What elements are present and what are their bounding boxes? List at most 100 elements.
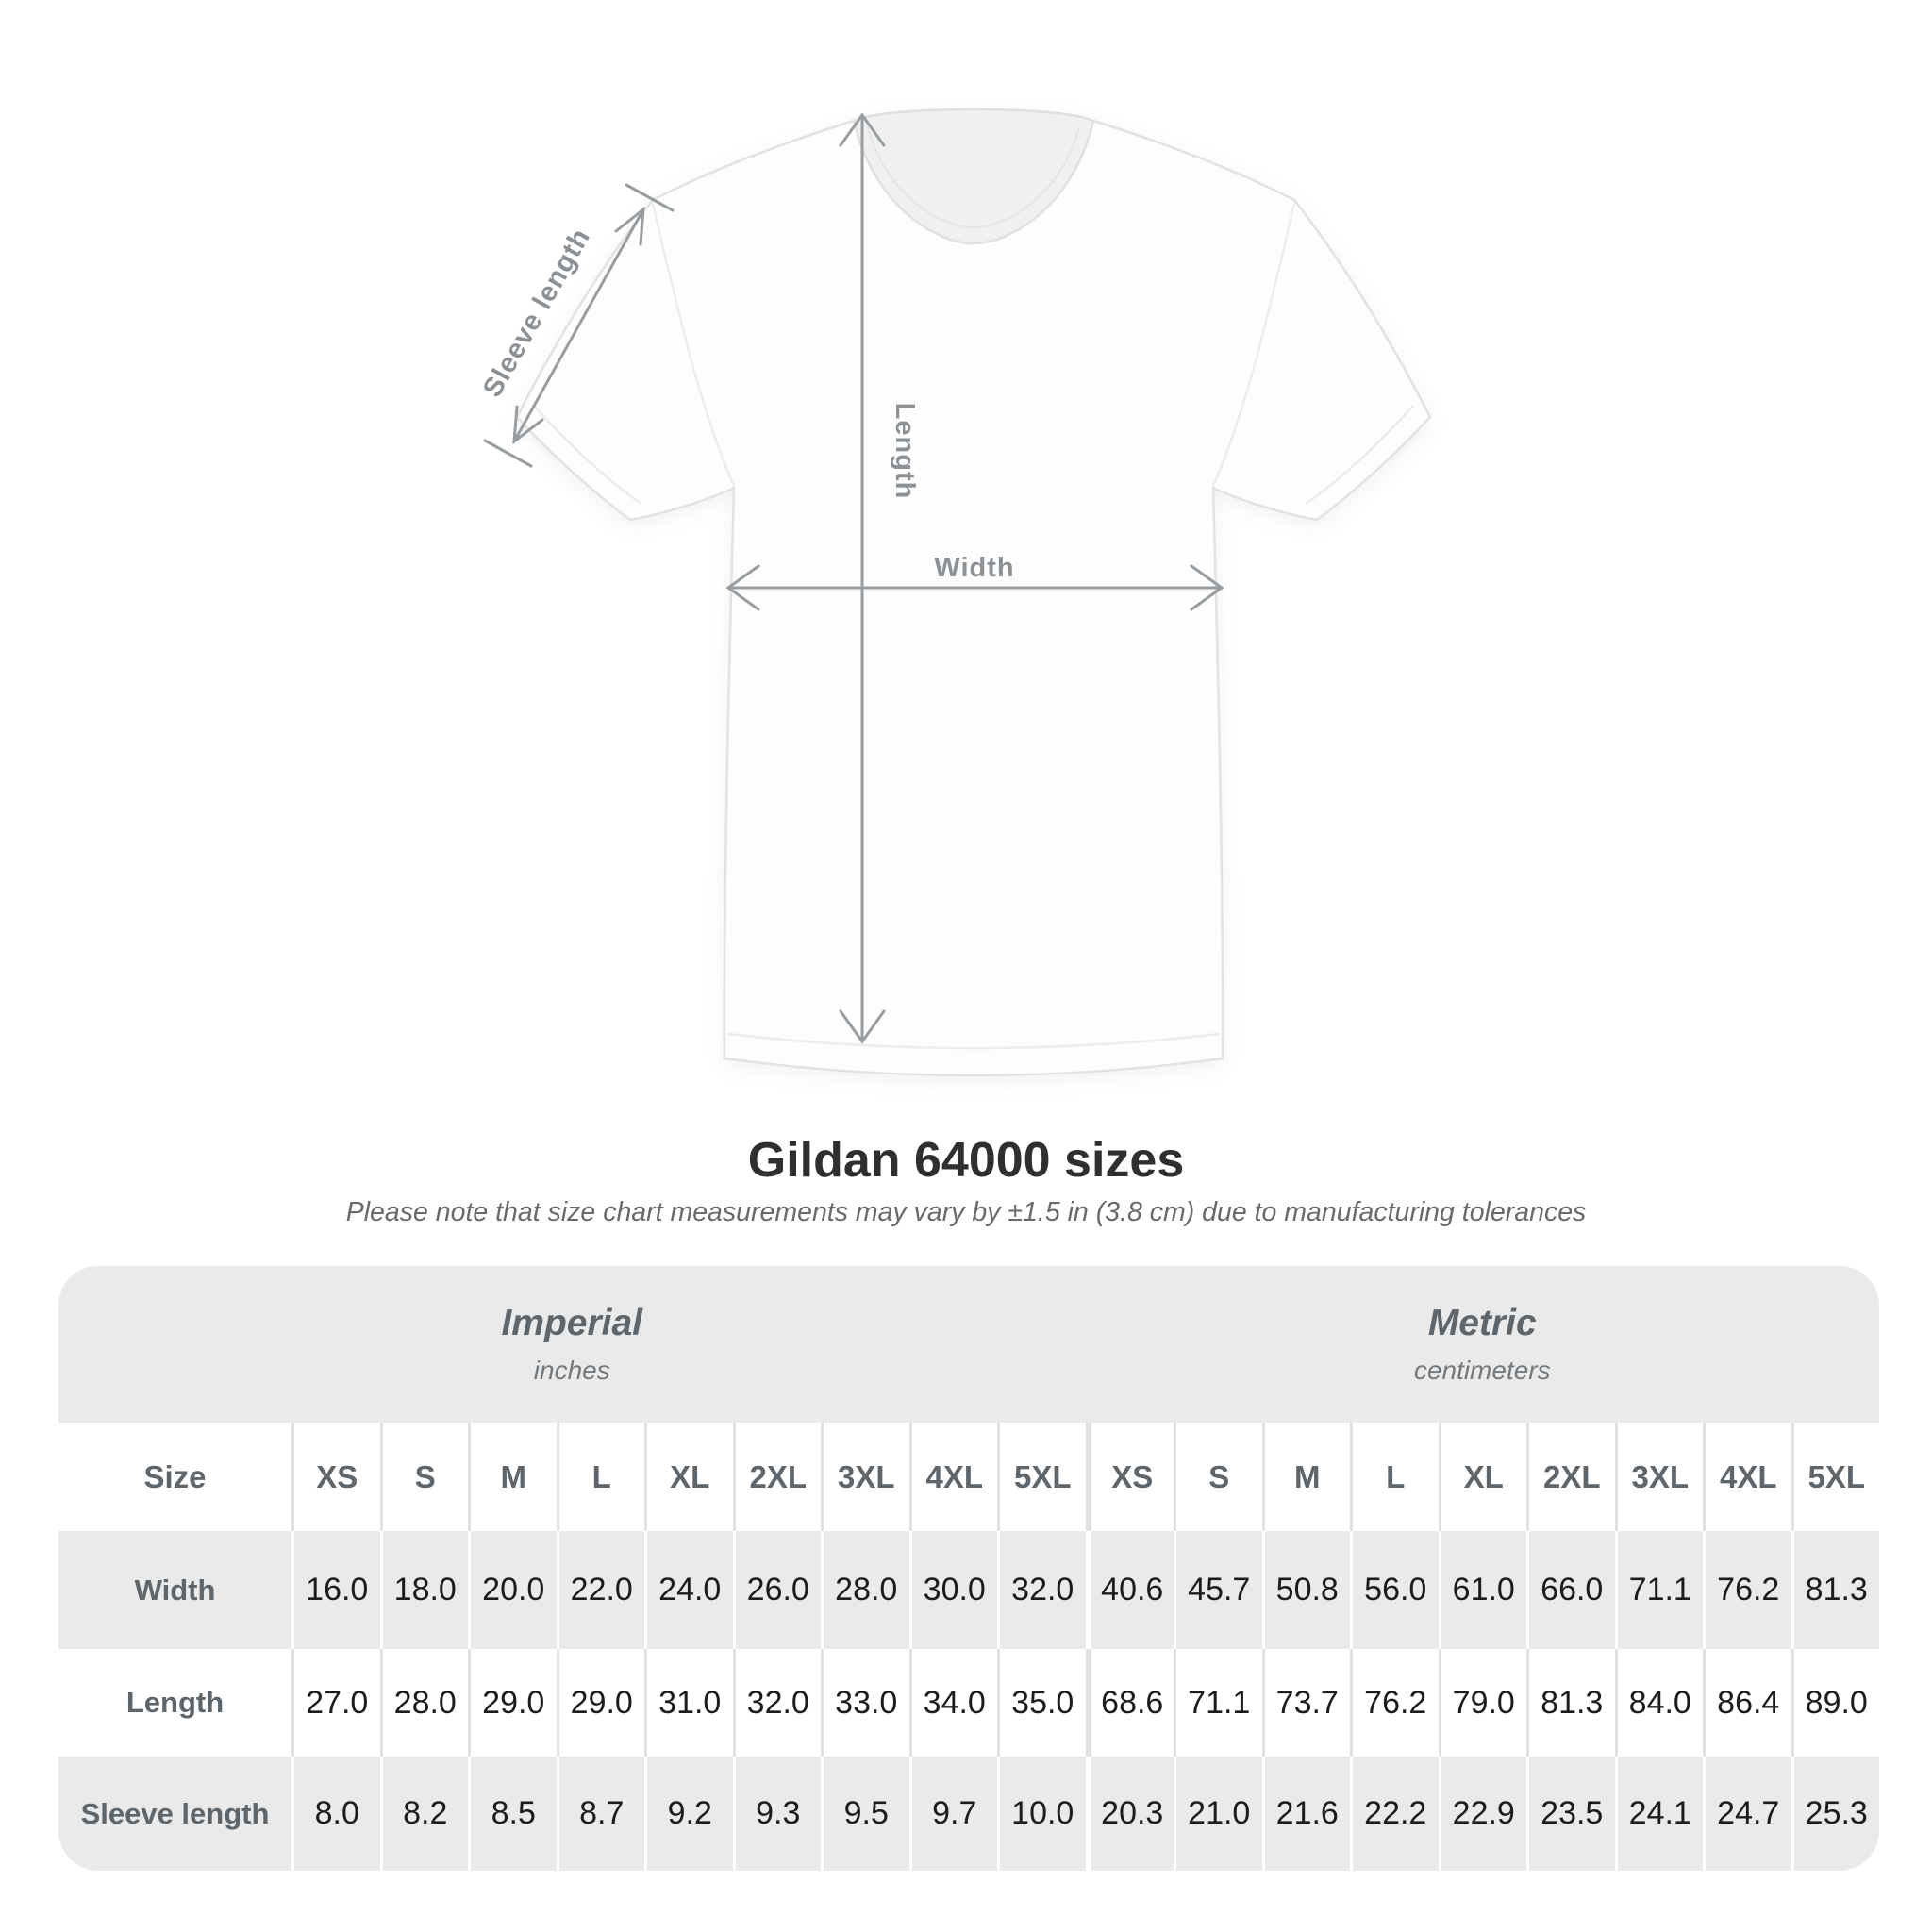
shirt-graphic <box>515 108 1432 1077</box>
metric-label: Metric <box>1427 1303 1537 1343</box>
heading-block: Gildan 64000 sizes Please note that size… <box>0 1134 1932 1228</box>
value-cell: 32.0 <box>732 1649 822 1757</box>
size-header-label: Size <box>143 1458 207 1494</box>
value-cell: 9.7 <box>908 1757 998 1871</box>
value-cell: 31.0 <box>644 1649 733 1757</box>
value-cell: 45.7 <box>1174 1531 1262 1649</box>
size-column-header: 2XL <box>732 1423 822 1531</box>
size-column-header: 5XL <box>997 1423 1086 1531</box>
size-column-header: S <box>1174 1423 1262 1531</box>
unit-group-metric: Metric centimeters <box>1086 1266 1880 1423</box>
value-cell: 40.6 <box>1085 1531 1174 1649</box>
shirt-diagram: Sleeve length Length Width <box>477 108 1432 1077</box>
value-cell: 20.3 <box>1085 1757 1174 1871</box>
value-cell: 56.0 <box>1350 1531 1439 1649</box>
value-cell: 8.7 <box>556 1757 645 1871</box>
value-cell: 23.5 <box>1526 1757 1615 1871</box>
value-cell: 28.0 <box>379 1649 469 1757</box>
dimension-annotations <box>483 112 1224 1044</box>
value-cell: 21.6 <box>1261 1757 1351 1871</box>
value-cell: 8.2 <box>379 1757 469 1871</box>
page-title: Gildan 64000 sizes <box>747 1133 1185 1188</box>
value-cell: 9.2 <box>644 1757 733 1871</box>
value-cell: 86.4 <box>1703 1649 1791 1757</box>
shirt-right-sleeve-seam <box>1211 203 1296 487</box>
size-column-header: 5XL <box>1790 1423 1880 1531</box>
value-cell: 33.0 <box>821 1649 909 1757</box>
value-cell: 22.0 <box>556 1531 645 1649</box>
value-cell: 18.0 <box>379 1531 469 1649</box>
size-header-row: Size XS S M L XL 2XL 3XL 4XL 5XL XS S M L XL 2XL 3XL 4XL… <box>58 1423 1879 1531</box>
value-cell: 29.0 <box>468 1649 557 1757</box>
size-column-header: S <box>379 1423 469 1531</box>
page-subtitle: Please note that size chart measurements… <box>345 1197 1587 1227</box>
value-cell: 22.2 <box>1350 1757 1439 1871</box>
value-cell: 61.0 <box>1438 1531 1527 1649</box>
unit-group-imperial: Imperial inches <box>58 1266 1086 1423</box>
value-cell: 66.0 <box>1526 1531 1615 1649</box>
value-cell: 32.0 <box>997 1531 1086 1649</box>
value-cell: 81.3 <box>1526 1649 1615 1757</box>
value-cell: 25.3 <box>1790 1757 1880 1871</box>
value-cell: 79.0 <box>1438 1649 1527 1757</box>
value-cell: 26.0 <box>732 1531 822 1649</box>
value-cell: 28.0 <box>821 1531 909 1649</box>
row-label-length: Length <box>125 1686 225 1719</box>
width-label: Width <box>934 553 1014 583</box>
value-cell: 8.5 <box>468 1757 557 1871</box>
imperial-sublabel: inches <box>533 1356 610 1385</box>
value-cell: 22.9 <box>1438 1757 1527 1871</box>
value-cell: 8.0 <box>291 1757 380 1871</box>
value-cell: 10.0 <box>997 1757 1086 1871</box>
size-column-header: L <box>556 1423 645 1531</box>
value-cell: 20.0 <box>468 1531 557 1649</box>
value-cell: 68.6 <box>1085 1649 1174 1757</box>
size-column-header: 2XL <box>1526 1423 1615 1531</box>
shirt-right-cuff-stitch <box>1305 405 1414 506</box>
table-row-sleeve-length: Sleeve length 8.0 8.2 8.5 8.7 9.2 9.3 9.5 9.7 10… <box>58 1757 1879 1871</box>
value-cell: 9.5 <box>821 1757 909 1871</box>
size-column-header: XS <box>291 1423 380 1531</box>
value-cell: 81.3 <box>1790 1531 1880 1649</box>
row-label-sleeve-length: Sleeve length <box>80 1796 270 1830</box>
value-cell: 9.3 <box>732 1757 822 1871</box>
size-column-header: 3XL <box>821 1423 909 1531</box>
size-column-header: XS <box>1085 1423 1174 1531</box>
value-cell: 29.0 <box>556 1649 645 1757</box>
value-cell: 71.1 <box>1174 1649 1262 1757</box>
value-cell: 35.0 <box>997 1649 1086 1757</box>
size-column-header: 3XL <box>1614 1423 1704 1531</box>
value-cell: 24.7 <box>1703 1757 1791 1871</box>
value-cell: 84.0 <box>1614 1649 1704 1757</box>
value-cell: 27.0 <box>291 1649 380 1757</box>
value-cell: 34.0 <box>908 1649 998 1757</box>
table-row-length: Length 27.0 28.0 29.0 29.0 31.0 32.0 33.0 34.0 3… <box>58 1649 1879 1757</box>
value-cell: 76.2 <box>1703 1531 1791 1649</box>
value-cell: 89.0 <box>1790 1649 1880 1757</box>
unit-header-row: Imperial inches Metric centimeters <box>58 1266 1879 1423</box>
size-column-header: 4XL <box>1703 1423 1791 1531</box>
value-cell: 30.0 <box>908 1531 998 1649</box>
value-cell: 76.2 <box>1350 1649 1439 1757</box>
metric-sublabel: centimeters <box>1413 1356 1551 1385</box>
value-cell: 50.8 <box>1261 1531 1351 1649</box>
length-dimension <box>839 112 886 1044</box>
table-row-width: Width 16.0 18.0 20.0 22.0 24.0 26.0 28.0 30.0 32… <box>58 1531 1879 1649</box>
value-cell: 21.0 <box>1174 1757 1262 1871</box>
value-cell: 24.0 <box>644 1531 733 1649</box>
size-column-header: L <box>1350 1423 1439 1531</box>
shirt-neck-opening <box>852 108 1095 245</box>
imperial-label: Imperial <box>501 1303 643 1343</box>
size-column-header: M <box>468 1423 557 1531</box>
shirt-body <box>515 108 1432 1077</box>
shirt-hem-stitch <box>727 1032 1220 1050</box>
sleeve-length-dimension <box>483 183 675 468</box>
value-cell: 16.0 <box>291 1531 380 1649</box>
size-column-header: M <box>1261 1423 1351 1531</box>
size-column-header: 4XL <box>908 1423 998 1531</box>
length-label: Length <box>890 403 920 500</box>
size-column-header: XL <box>644 1423 733 1531</box>
value-cell: 73.7 <box>1261 1649 1351 1757</box>
shirt-left-cuff-stitch <box>533 405 642 506</box>
